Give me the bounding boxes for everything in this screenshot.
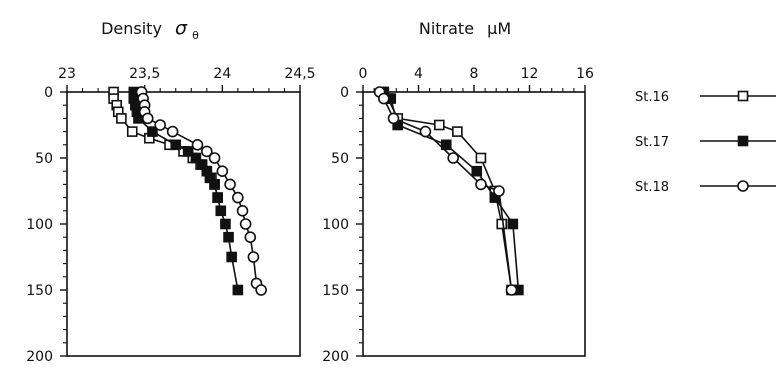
legend: St.16 St.17 St.18 [635, 90, 776, 195]
density-data-point-st-17 [147, 126, 158, 137]
density-data-point-st-18 [224, 178, 236, 191]
density-title-symbol: σ [175, 17, 188, 39]
density-data-point-st-18 [191, 139, 204, 151]
density-data-point-st-17 [232, 284, 244, 296]
nitrate-data-point-st-18 [493, 185, 505, 197]
nitrate-x-tick-label: 4 [414, 66, 423, 82]
nitrate-data-point-st-18 [447, 152, 459, 164]
density-y-tick-label: 150 [26, 283, 53, 299]
nitrate-data-point-st-18 [378, 92, 390, 105]
density-title-text: Density [101, 19, 162, 38]
nitrate-x-tick-label: 16 [576, 66, 594, 82]
density-data-point-st-16 [126, 126, 138, 137]
density-x-tick-label: 24,5 [284, 66, 315, 82]
nitrate-y-tick-label: 150 [322, 283, 349, 299]
density-data-point-st-17 [170, 139, 182, 151]
nitrate-chart: Nitrate μM 0 4 8 12 16 0 50 100 150 200 [322, 19, 594, 365]
density-data-point-st-18 [239, 218, 252, 230]
density-data-point-st-17 [209, 179, 220, 190]
nitrate-data-point-st-17 [440, 139, 452, 151]
density-data-point-st-17 [190, 152, 202, 164]
density-data-point-st-17 [182, 146, 194, 157]
density-data-point-st-16 [116, 113, 127, 124]
nitrate-x-tick-label: 12 [521, 66, 539, 82]
legend-label-st-16: St.16 [635, 90, 669, 105]
nitrate-title-unit: μM [487, 19, 511, 38]
density-data-point-st-18 [255, 284, 267, 296]
nitrate-data-point-st-16 [475, 152, 487, 164]
density-data-point-st-18 [236, 205, 249, 217]
nitrate-plot-frame [362, 91, 586, 357]
density-chart-title: Density σ θ [101, 17, 199, 42]
density-data-point-st-18 [232, 191, 244, 204]
nitrate-data-point-st-16 [452, 126, 463, 137]
density-data-point-st-18 [201, 145, 213, 158]
density-title-subscript: θ [192, 29, 199, 42]
density-y-tick-label: 50 [35, 151, 53, 167]
density-plot-frame [66, 91, 301, 357]
nitrate-x-tick-label: 8 [470, 66, 479, 82]
nitrate-title-text: Nitrate [419, 19, 474, 38]
nitrate-data-point-st-18 [475, 178, 487, 191]
legend-marker-st-16 [737, 90, 749, 102]
density-y-tick-label: 100 [26, 217, 53, 233]
nitrate-data-point-st-17 [507, 218, 519, 230]
nitrate-y-tick-label: 100 [322, 217, 349, 233]
legend-label-st-17: St.17 [635, 135, 669, 150]
nitrate-data-point-st-18 [387, 112, 400, 125]
nitrate-data-point-st-18 [419, 125, 432, 138]
density-data-point-st-17 [223, 231, 234, 243]
nitrate-data-point-st-18 [505, 284, 518, 296]
density-data-point-st-17 [212, 192, 223, 203]
density-chart: Density σ θ 23 23,5 24 24,5 0 50 100 150 200 [26, 17, 315, 365]
legend-label-st-18: St.18 [635, 180, 669, 195]
density-data-point-st-17 [220, 218, 231, 230]
nitrate-data-point-st-17 [471, 165, 483, 177]
density-data-point-st-18 [154, 119, 166, 131]
legend-marker-st-18 [737, 180, 749, 192]
nitrate-data-point-st-16 [434, 119, 445, 131]
density-data-point-st-18 [247, 251, 260, 263]
density-y-tick-label: 200 [26, 349, 53, 365]
density-data-point-st-18 [216, 165, 229, 177]
nitrate-chart-title: Nitrate μM [419, 19, 511, 38]
nitrate-y-tick-label: 200 [322, 349, 349, 365]
density-data-point-st-17 [226, 251, 237, 263]
nitrate-x-tick-label: 0 [359, 66, 368, 82]
density-y-tick-label: 0 [44, 85, 53, 101]
density-x-tick-label: 24 [213, 66, 231, 82]
density-data-point-st-17 [215, 205, 227, 217]
density-data-point-st-18 [208, 152, 221, 164]
nitrate-y-tick-label: 0 [340, 85, 349, 101]
density-data-point-st-18 [166, 125, 179, 138]
density-data-point-st-18 [141, 112, 154, 125]
density-x-tick-label: 23 [58, 66, 76, 82]
legend-marker-st-17 [737, 135, 749, 147]
density-data-point-st-18 [244, 231, 257, 243]
nitrate-y-tick-label: 50 [331, 151, 349, 167]
density-x-tick-label: 23,5 [129, 66, 160, 82]
nitrate-data-point-st-16 [496, 218, 508, 230]
